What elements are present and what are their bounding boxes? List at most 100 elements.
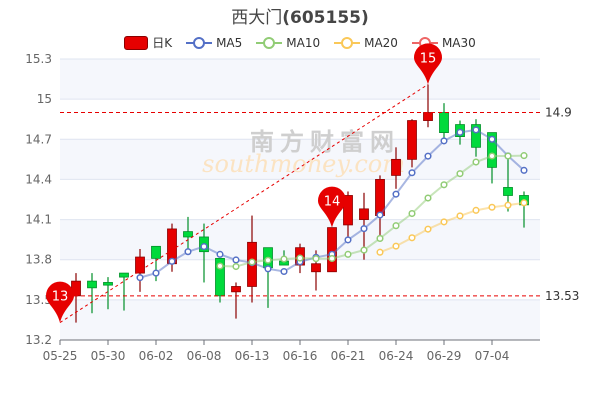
candle-body <box>439 112 449 133</box>
ma20-point <box>424 225 432 233</box>
ma5-point <box>184 248 192 256</box>
ma10-point <box>520 152 528 160</box>
candle-body <box>135 256 145 274</box>
candle-body <box>359 208 369 220</box>
candle-body <box>487 132 497 168</box>
x-tick-label: 06-08 <box>187 349 222 363</box>
ma5-point <box>392 190 400 198</box>
y-tick-label: 14.4 <box>25 172 52 186</box>
ma20-point <box>504 201 512 209</box>
ma5-point <box>344 236 352 244</box>
pin-marker-icon <box>46 281 74 323</box>
y-tick-label: 15 <box>37 92 52 106</box>
ma10-point <box>504 152 512 160</box>
trend-line <box>59 84 429 324</box>
ma20-point <box>440 218 448 226</box>
candle-body <box>87 280 97 289</box>
ma10-point <box>440 181 448 189</box>
ma10-point <box>216 262 224 270</box>
ma5-point <box>280 267 288 276</box>
ma5-point <box>488 135 496 143</box>
ma5-point <box>376 211 384 219</box>
x-tick-label: 06-29 <box>427 349 462 363</box>
pin-label: 14 <box>324 195 341 210</box>
x-tick-label: 06-24 <box>379 349 414 363</box>
stock-code: (605155) <box>282 8 369 28</box>
y-tick-label: 14.1 <box>25 213 52 227</box>
x-tick-label: 06-21 <box>331 349 366 363</box>
candle-body <box>103 282 113 286</box>
candle-body <box>231 286 241 293</box>
candle-body <box>407 120 417 160</box>
legend-label: MA5 <box>216 35 243 50</box>
stock-name: 西大门 <box>231 8 283 28</box>
legend-label: MA10 <box>286 35 321 50</box>
ma5-point <box>520 166 528 174</box>
ma5-point <box>152 269 160 277</box>
ma10-point <box>360 246 368 254</box>
pin-label: 15 <box>420 51 437 66</box>
ma10-point <box>472 158 480 166</box>
ma20-point <box>408 234 416 242</box>
ma20-point <box>488 203 496 211</box>
legend-item-daily-k[interactable]: 日K <box>124 34 172 51</box>
ma10-legend-icon <box>256 36 283 49</box>
ma20-point <box>472 206 480 214</box>
pin-marker-icon <box>318 186 346 228</box>
ma20-point <box>520 199 528 207</box>
ma10-point <box>232 262 240 271</box>
legend-label: MA20 <box>364 35 398 50</box>
candle-body <box>119 272 129 278</box>
ma10-point <box>424 194 432 202</box>
candle-body <box>343 195 353 226</box>
candle-body <box>151 245 161 259</box>
y-tick-label: 15.3 <box>25 52 52 66</box>
x-tick-label: 06-16 <box>283 349 318 363</box>
x-tick-label: 05-25 <box>43 349 78 363</box>
ma10-point <box>328 254 336 263</box>
ma20-point <box>376 248 384 256</box>
ma5-point <box>216 250 224 258</box>
candle-body <box>183 231 193 238</box>
ma10-point <box>408 210 416 218</box>
ma5-point <box>408 169 416 177</box>
candle-legend-icon <box>124 35 149 50</box>
legend: 日K MA5 MA10 MA20 MA30 <box>0 34 600 51</box>
watermark-cn: 南方财富网 <box>250 128 400 156</box>
ma20-point <box>456 212 464 220</box>
x-tick-label: 05-30 <box>91 349 126 363</box>
ma5-point <box>168 257 176 265</box>
legend-label: MA30 <box>441 35 476 50</box>
ma20-legend-icon <box>334 36 361 49</box>
legend-item-ma20[interactable]: MA20 <box>334 34 398 51</box>
ma5-point <box>232 256 240 264</box>
ma5-point <box>360 225 368 233</box>
mark-line-label: 14.9 <box>545 106 572 120</box>
ma10-point <box>312 255 320 263</box>
candle-body <box>311 263 321 273</box>
candle-body <box>471 124 481 148</box>
x-tick-label: 07-04 <box>475 349 510 363</box>
ma5-point <box>456 128 464 136</box>
watermark-en: southmoney.com <box>202 150 405 178</box>
ma5-point <box>472 126 480 134</box>
ma20-line <box>379 201 525 254</box>
ma5-point <box>440 137 448 145</box>
grid-band <box>60 59 540 100</box>
ma10-point <box>280 255 288 263</box>
ma20-point <box>392 242 400 250</box>
ma5-point <box>264 265 272 273</box>
legend-item-ma5[interactable]: MA5 <box>186 34 242 51</box>
legend-label: 日K <box>152 36 173 50</box>
ma5-legend-icon <box>186 36 213 49</box>
ma10-point <box>376 234 384 242</box>
chart-title: 西大门(605155) <box>0 3 600 28</box>
y-tick-label: 13.8 <box>25 253 52 267</box>
legend-item-ma10[interactable]: MA10 <box>256 34 320 51</box>
pin-marker-icon <box>414 43 442 85</box>
y-tick-label: 13.5 <box>25 293 52 307</box>
x-tick-label: 06-02 <box>139 349 174 363</box>
y-tick-label: 13.2 <box>25 333 52 347</box>
ma5-point <box>424 152 432 160</box>
